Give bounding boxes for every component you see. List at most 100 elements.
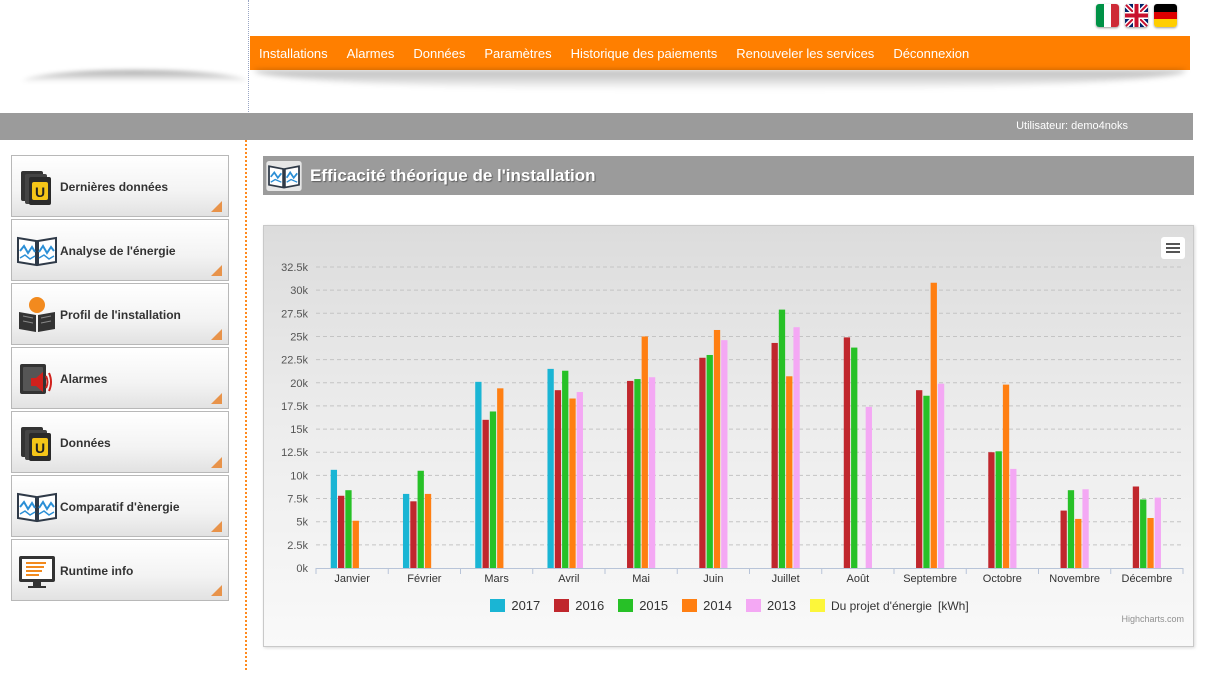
bar [417,470,424,568]
section-header: Efficacité théorique de l'installation [263,156,1194,195]
sidebar-item-donnees[interactable]: U Données [11,411,229,473]
uk-flag-icon[interactable] [1125,4,1148,27]
legend-item-2014[interactable]: 2014 [682,598,732,613]
bar [338,495,345,568]
x-tick-label: Septembre [903,573,957,585]
legend-item-2013[interactable]: 2013 [746,598,796,613]
sidebar-item-label: Comparatif d'ènergie [60,500,180,514]
bar [778,309,786,568]
monitor-icon [19,556,55,588]
sidebar-item-comparatif-energie[interactable]: Comparatif d'ènergie [11,475,229,537]
x-tick-label: Novembre [1049,573,1100,585]
corner-arrow-icon [211,329,222,340]
menu-alarmes[interactable]: Alarmes [346,45,395,61]
x-tick-label: Décembre [1122,573,1173,585]
chart-credits[interactable]: Highcharts.com [1121,614,1184,624]
sidebar-item-label: Dernières données [60,180,169,194]
x-tick-label: Mai [632,573,650,585]
open-book-chart-icon [17,236,57,267]
y-tick-label: 30k [290,285,308,297]
bar [923,395,930,568]
open-book-chart-icon [266,161,302,191]
bar [1147,517,1154,568]
y-tick-label: 32.5k [281,262,308,274]
x-tick-label: Mars [484,573,509,585]
bar [1010,468,1017,568]
bar [916,390,923,568]
italian-flag-icon[interactable] [1096,4,1119,27]
bar-chart: 0k 2.5k 5k 7.5k 10k 12.5k 15k 17.5k 20k 22.5k 25k 2… [281,262,1184,585]
corner-arrow-icon [211,393,222,404]
bar [634,379,641,568]
menu-parametres[interactable]: Paramètres [484,45,552,61]
y-tick-label: 2.5k [287,540,308,552]
legend-item-2015[interactable]: 2015 [618,598,668,613]
y-tick-label: 27.5k [281,308,308,320]
bar [627,380,634,568]
sidebar-item-dernieres-donnees[interactable]: U Dernières données [11,155,229,217]
legend-label: 2016 [575,598,605,613]
legend-item-projet[interactable]: Du projet d'énergie [kWh] [809,598,969,613]
sidebar-item-label: Alarmes [60,372,108,386]
legend-label: Du projet d'énergie [830,598,932,613]
y-tick-label: 20k [290,378,308,390]
legend-item-2017[interactable]: 2017 [490,598,540,613]
corner-arrow-icon [211,521,222,532]
user-label: Utilisateur: demo4noks [1016,120,1128,132]
bar [410,501,417,568]
page-title: Efficacité théorique de l'installation [310,166,596,185]
svg-text:U: U [35,184,45,200]
y-tick-label: 17.5k [281,401,308,413]
u-binder-icon: U [21,427,51,461]
bar [641,336,648,568]
open-book-chart-icon [17,492,57,523]
bar [721,340,728,568]
bar [699,357,706,568]
svg-text:U: U [35,440,45,456]
legend-label: 2013 [767,598,796,613]
bar [330,469,338,568]
y-tick-label: 22.5k [281,355,308,367]
bar [475,381,482,568]
german-flag-icon[interactable] [1154,4,1177,27]
sidebar-item-label: Profil de l'installation [60,308,181,322]
bar [706,354,713,568]
legend-label: 2017 [511,598,541,613]
menu-renouveler-services[interactable]: Renouveler les services [736,45,875,61]
bar [1075,518,1082,568]
sidebar: U Dernières données Analyse de l'énergie [11,155,229,603]
bar [1140,499,1147,568]
bar [851,347,858,568]
sidebar-item-runtime-info[interactable]: Runtime info [11,539,229,601]
sidebar-item-profil-installation[interactable]: Profil de l'installation [11,283,229,345]
y-tick-label: 10k [290,470,308,482]
menu-installations[interactable]: Installations [259,45,328,61]
bar [489,411,497,568]
bar [648,377,656,568]
logo-area [0,0,248,110]
chart-menu-icon[interactable] [1161,237,1185,259]
bar [713,329,721,568]
bar [402,493,410,568]
bar [547,368,554,568]
bar [424,493,432,568]
bar [497,388,504,568]
bar [937,383,945,568]
legend-item-2016[interactable]: 2016 [554,598,604,613]
y-tick-label: 5k [296,517,308,529]
chart-container: 0k 2.5k 5k 7.5k 10k 12.5k 15k 17.5k 20k 22.5k 25k 2… [263,225,1194,647]
legend-unit: [kWh] [937,598,969,613]
sidebar-item-analyse-energie[interactable]: Analyse de l'énergie [11,219,229,281]
menu-donnees[interactable]: Données [413,45,466,61]
sidebar-item-label: Runtime info [60,564,134,578]
bar [482,419,489,568]
menu-historique-paiements[interactable]: Historique des paiements [570,45,718,61]
legend-swatch [809,599,825,612]
legend-label: 2014 [703,598,733,613]
x-tick-label: Juillet [772,573,800,585]
menu-deconnexion[interactable]: Déconnexion [893,45,970,61]
legend-swatch [618,599,634,612]
sidebar-item-alarmes[interactable]: Alarmes [11,347,229,409]
corner-arrow-icon [211,201,222,212]
x-tick-label: Février [407,573,442,585]
